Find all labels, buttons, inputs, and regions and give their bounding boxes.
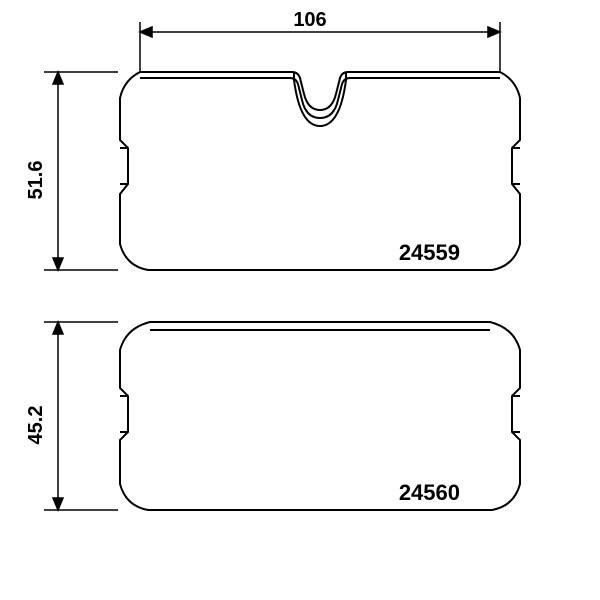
dim-height-lower: 45.2: [25, 322, 118, 510]
technical-drawing: 24559 24560 106 5: [0, 0, 600, 600]
lower-part-number: 24560: [399, 480, 460, 505]
dim-height-upper-label: 51.6: [25, 161, 47, 200]
dim-width: 106: [140, 9, 500, 72]
brake-pad-upper: 24559: [120, 72, 520, 270]
brake-pad-lower: 24560: [120, 322, 520, 510]
upper-outline: [120, 72, 520, 270]
dim-height-upper: 51.6: [25, 72, 118, 270]
lower-outline: [120, 322, 520, 510]
upper-inner-step: [140, 78, 500, 118]
dim-width-label: 106: [293, 9, 326, 31]
upper-part-number: 24559: [399, 240, 460, 265]
dim-height-lower-label: 45.2: [25, 406, 47, 445]
